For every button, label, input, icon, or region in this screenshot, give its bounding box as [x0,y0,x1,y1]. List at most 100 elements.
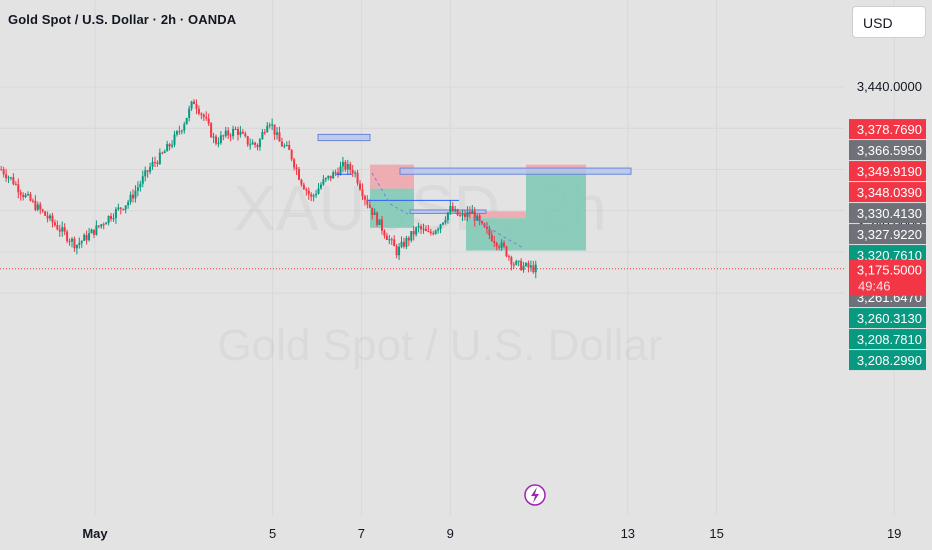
price-label[interactable]: 3,366.5950 [849,140,926,161]
candle-body [393,239,396,247]
candle-body [224,130,227,136]
candle-body [302,184,305,190]
price-label-text: 3,260.3130 [857,311,922,326]
candle-body [315,193,318,196]
candle-body [268,124,271,126]
candle-body [202,114,205,118]
candle-body [180,130,183,132]
candle-body [427,231,430,233]
candle-body [461,213,464,216]
candle-body [193,101,196,105]
price-label-bg [849,140,926,161]
candle-body [410,231,413,241]
target-zone[interactable] [526,170,586,251]
candle-body [442,222,445,225]
candles [0,99,537,279]
price-label[interactable]: 3,348.0390 [849,182,926,203]
candle-body [2,169,5,175]
candle-body [44,211,47,216]
candle-body [317,188,320,194]
candle-body [232,128,235,137]
candle-body [485,227,488,229]
candle-body [429,231,432,234]
trade-zones[interactable] [317,133,632,251]
candle-body [68,240,71,242]
candle-body [107,215,110,223]
candle-body [207,118,210,124]
last-price-bg [849,259,926,296]
candle-body [359,183,362,190]
candle-body [332,172,335,179]
candle-body [22,194,25,198]
price-label[interactable]: 3,378.7690 [849,119,926,140]
candle-body [27,194,30,196]
x-tick-label: 13 [621,526,635,541]
candle-body [92,229,95,235]
price-label[interactable]: 3,260.3130 [849,308,926,329]
x-tick-label: 5 [269,526,276,541]
projection-line[interactable] [371,172,409,215]
candle-body [258,139,261,148]
event-marker[interactable] [524,484,546,506]
candle-body [124,205,127,210]
candle-body [173,134,176,145]
price-label[interactable]: 3,208.7810 [849,329,926,350]
candle-body [29,194,32,201]
stop-zone[interactable] [466,211,526,219]
price-label-bg [849,329,926,350]
y-tick-label: 3,440.0000 [857,79,922,94]
supply-box[interactable] [317,133,371,142]
supply-box[interactable] [399,167,632,175]
candle-body [417,226,420,228]
candle-body [75,244,78,249]
x-tick-label: 15 [709,526,723,541]
price-label[interactable]: 3,349.9190 [849,161,926,182]
price-label-text: 3,327.9220 [857,227,922,242]
drawing-overlays[interactable] [0,172,845,270]
projection-line[interactable] [467,213,525,249]
chart-grid [0,0,895,515]
candle-body [383,230,386,236]
candle-body [134,190,137,199]
candle-body [481,221,484,224]
candle-body [376,212,379,225]
candle-body [368,204,371,208]
candle-body [39,204,42,210]
candle-body [444,219,447,223]
candle-body [527,263,530,268]
candle-body [236,128,239,135]
countdown-text: 49:46 [858,279,891,294]
price-label-text: 3,208.2990 [857,353,922,368]
candle-body [161,152,164,154]
price-label-bg [849,161,926,182]
price-label[interactable]: 3,327.9220 [849,224,926,245]
candle-body [156,162,159,165]
candle-body [395,246,398,256]
candle-body [188,108,191,118]
lightning-icon [531,487,539,503]
price-axis[interactable]: 3,440.00003,240.00003,200.00003,378.7690… [849,79,926,371]
candle-body [246,136,249,145]
candle-body [110,215,113,220]
candle-body [100,224,103,227]
candle-body [310,194,313,197]
last-price-text: 3,175.5000 [857,263,922,278]
candle-body [503,242,506,247]
candle-body [459,215,462,217]
candle-body [498,246,501,248]
candle-body [390,239,393,241]
candle-body [105,222,108,225]
time-axis[interactable]: May5791315192123 [82,526,932,541]
candle-body [356,172,359,184]
candle-body [171,144,174,147]
candle-body [339,166,342,176]
price-label[interactable]: 3,208.2990 [849,350,926,371]
currency-button[interactable]: USD [852,6,926,38]
candle-body [31,200,34,202]
candle-body [493,240,496,243]
price-label[interactable]: 3,330.4130 [849,203,926,224]
candle-body [515,261,518,265]
candle-body [405,237,408,247]
